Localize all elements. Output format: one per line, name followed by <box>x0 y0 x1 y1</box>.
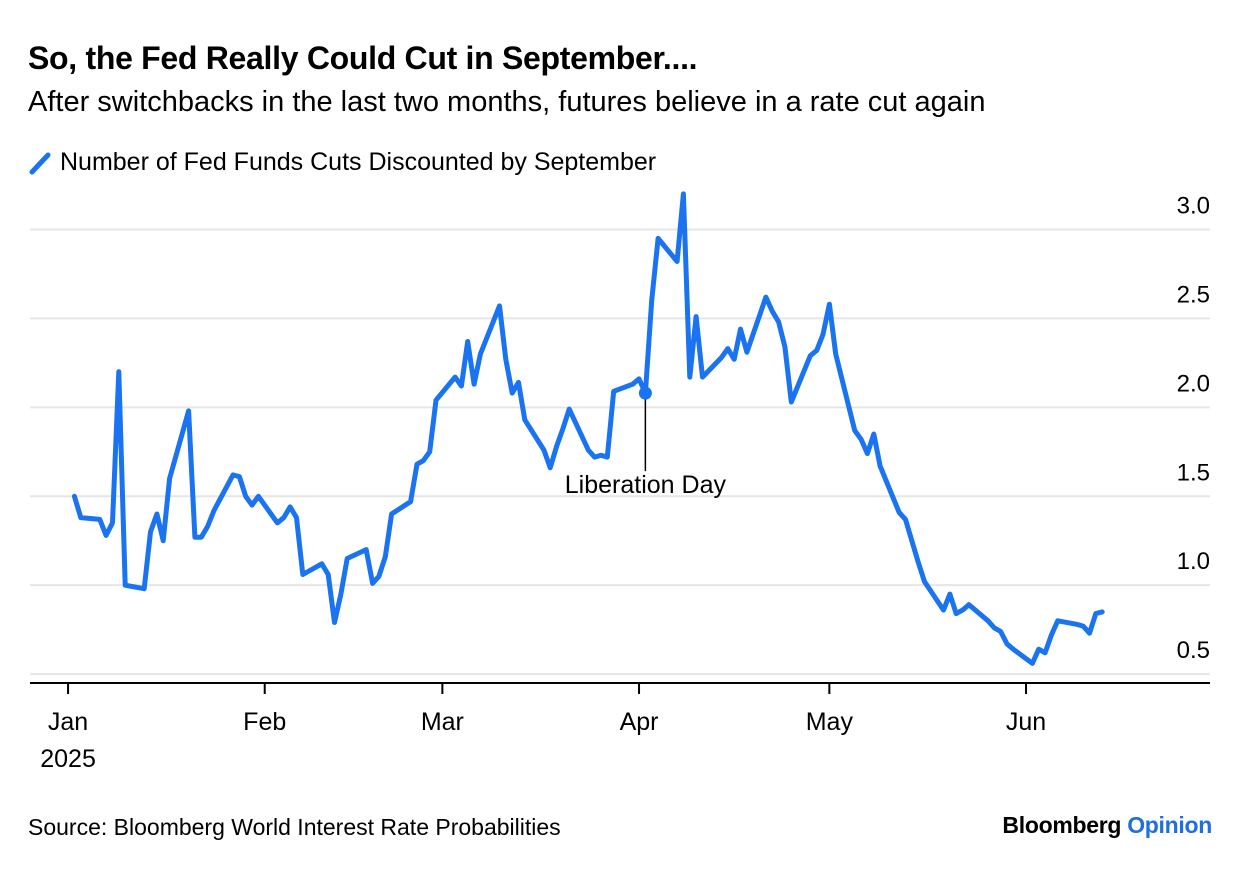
legend-swatch <box>29 152 51 174</box>
legend: Number of Fed Funds Cuts Discounted by S… <box>28 148 656 177</box>
x-tick-label: May <box>806 708 854 736</box>
chart-title: So, the Fed Really Could Cut in Septembe… <box>28 40 698 76</box>
brand-logo: Bloomberg Opinion <box>1002 812 1212 839</box>
legend-label: Number of Fed Funds Cuts Discounted by S… <box>60 148 657 176</box>
x-tick-label: Feb <box>243 708 286 736</box>
y-tick-label: 3.0 <box>1177 192 1210 219</box>
y-tick-label: 2.5 <box>1177 281 1210 308</box>
source-note: Source: Bloomberg World Interest Rate Pr… <box>28 814 561 840</box>
series-line <box>71 191 1105 666</box>
x-tick-sublabel: 2025 <box>40 745 96 773</box>
x-tick-label: Mar <box>421 708 464 736</box>
x-tick-label: Jan <box>48 708 88 736</box>
y-tick-label: 1.5 <box>1177 459 1210 486</box>
x-tick-label: Apr <box>620 708 659 736</box>
annotation-marker <box>638 386 652 400</box>
annotation-label: Liberation Day <box>565 471 727 499</box>
y-tick-label: 1.0 <box>1177 548 1210 575</box>
brand-suffix: Opinion <box>1127 812 1212 838</box>
brand-name: Bloomberg <box>1002 812 1122 838</box>
y-tick-label: 2.0 <box>1177 370 1210 397</box>
y-tick-label: 0.5 <box>1177 637 1210 664</box>
x-tick-label: Jun <box>1006 708 1046 736</box>
chart-subtitle: After switchbacks in the last two months… <box>28 86 986 118</box>
